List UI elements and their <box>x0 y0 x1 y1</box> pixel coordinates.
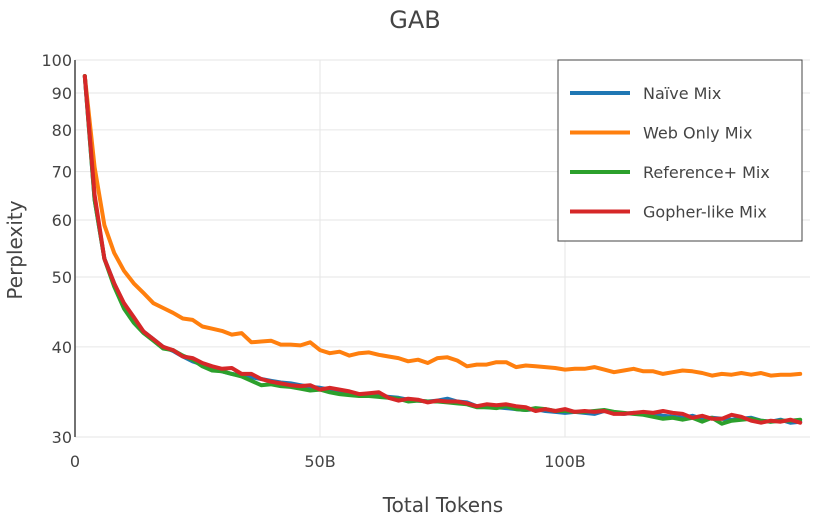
y-tick-label: 90 <box>52 84 72 103</box>
series-line-3 <box>82 74 803 425</box>
y-tick-label: 100 <box>41 51 72 70</box>
legend-label: Gopher-like Mix <box>643 203 767 222</box>
y-tick-label: 50 <box>52 268 72 287</box>
y-tick-label: 30 <box>52 428 72 447</box>
legend: Naïve Mix Web Only Mix Reference+ Mix Gophe… <box>557 59 803 242</box>
legend-label: Naïve Mix <box>643 84 721 103</box>
plot-area <box>82 74 803 426</box>
chart-title: GAB <box>389 6 440 34</box>
x-tick-label: 50B <box>304 452 335 471</box>
legend-label: Web Only Mix <box>643 124 752 143</box>
x-axis-title: Total Tokens <box>382 493 503 517</box>
grid <box>75 59 810 438</box>
x-tick-label: 0 <box>70 452 80 471</box>
y-axis-title: Perplexity <box>3 200 27 299</box>
y-tick-label: 80 <box>52 121 72 140</box>
axes: 30 40 50 60 70 80 90 100 0 50B 100B <box>41 51 585 471</box>
y-tick-label: 60 <box>52 211 72 230</box>
x-tick-label: 100B <box>544 452 586 471</box>
y-tick-label: 70 <box>52 163 72 182</box>
legend-label: Reference+ Mix <box>643 163 770 182</box>
y-tick-label: 40 <box>52 338 72 357</box>
series-line-1 <box>82 74 803 378</box>
